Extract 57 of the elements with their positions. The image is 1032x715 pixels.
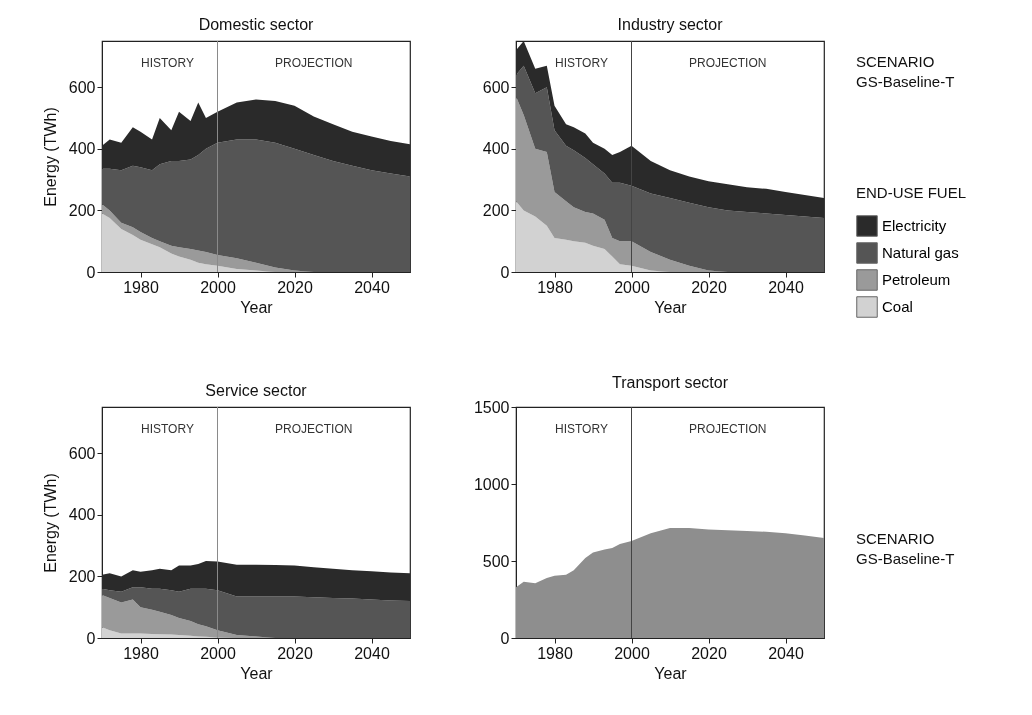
x-axis-title: Year [240,664,274,682]
x-tick-label: 2040 [354,644,390,662]
y-tick-label: 600 [68,444,96,462]
annotation: PROJECTION [689,422,767,436]
y-tick-label: 0 [86,629,96,647]
annotation: HISTORY [141,56,194,70]
x-tick-label: 1980 [537,644,573,662]
x-axis-title: Year [240,298,274,316]
x-tick-label: 2000 [200,644,236,662]
x-tick-label: 2000 [200,278,236,296]
annotation: HISTORY [555,56,608,70]
y-tick-label: 200 [68,567,96,585]
x-tick-label: 2020 [277,644,313,662]
y-tick-label: 600 [482,78,510,96]
legend-label: Natural gas [882,244,959,261]
x-tick-label: 2000 [614,278,650,296]
y-tick-label: 0 [86,263,96,281]
x-tick-label: 2000 [614,644,650,662]
legend-label: Electricity [882,217,947,234]
chart-title: Industry sector [617,15,724,33]
annotation: PROJECTION [275,56,353,70]
x-tick-label: 2020 [691,278,727,296]
y-tick-label: 1500 [473,398,510,416]
x-tick-label: 1980 [537,278,573,296]
text: SCENARIO GS-Baseline-T [856,530,955,567]
y-tick-label: 400 [68,140,96,158]
y-tick-label: 1000 [473,475,510,493]
x-tick-label: 2040 [768,644,804,662]
text: SCENARIO GS-Baseline-T [856,53,955,90]
chart-title: Transport sector [612,374,729,391]
annotation: HISTORY [555,422,608,436]
y-tick-label: 0 [500,263,510,281]
legend-title: END-USE FUEL [856,184,967,201]
legend-label: Petroleum [882,271,951,288]
x-tick-label: 1980 [123,278,159,296]
y-tick-label: 600 [68,78,96,96]
annotation: PROJECTION [275,422,353,436]
y-tick-label: 400 [68,506,96,524]
y-axis-title: Energy (TWh) [41,107,59,207]
chart-title: Service sector [205,381,308,399]
x-tick-label: 2020 [277,278,313,296]
x-axis-title: Year [654,664,688,682]
x-tick-label: 2020 [691,644,727,662]
y-tick-label: 200 [482,201,510,219]
y-tick-label: 500 [482,552,510,570]
legend-label: Coal [882,298,913,315]
y-tick-label: 200 [68,201,96,219]
annotation: HISTORY [141,422,194,436]
y-axis-title: Energy (TWh) [41,473,59,573]
x-tick-label: 2040 [354,278,390,296]
x-tick-label: 2040 [768,278,804,296]
y-tick-label: 400 [482,140,510,158]
x-axis-title: Year [654,298,688,316]
chart-title: Domestic sector [198,15,315,33]
x-tick-label: 1980 [123,644,159,662]
annotation: PROJECTION [689,56,767,70]
y-tick-label: 0 [500,629,510,647]
